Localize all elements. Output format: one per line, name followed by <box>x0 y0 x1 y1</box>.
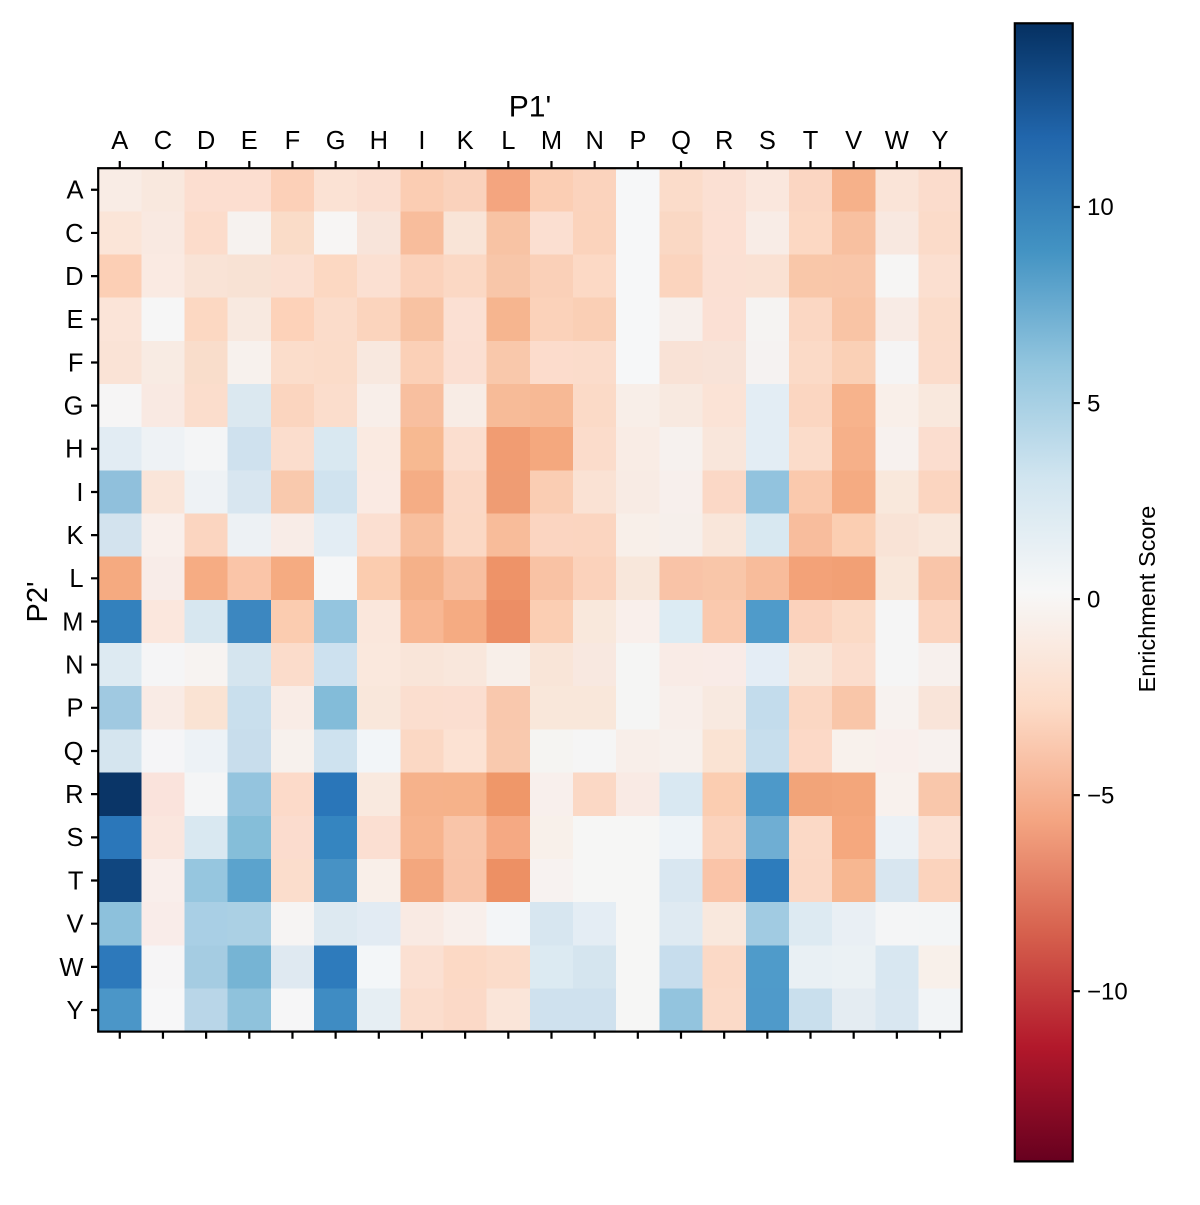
svg-text:A: A <box>111 127 128 155</box>
svg-text:D: D <box>197 127 215 155</box>
svg-text:S: S <box>759 127 776 155</box>
svg-text:C: C <box>154 127 172 155</box>
svg-text:H: H <box>370 127 388 155</box>
svg-text:M: M <box>541 127 562 155</box>
svg-text:N: N <box>585 127 603 155</box>
svg-text:Q: Q <box>64 738 84 766</box>
svg-text:H: H <box>65 436 83 464</box>
svg-text:10: 10 <box>1087 194 1114 221</box>
svg-text:P1': P1' <box>509 91 551 124</box>
svg-text:T: T <box>803 127 819 155</box>
svg-text:L: L <box>69 565 83 593</box>
svg-text:F: F <box>68 349 84 377</box>
svg-text:Y: Y <box>66 997 83 1025</box>
svg-text:A: A <box>66 177 83 205</box>
svg-text:P: P <box>66 695 83 723</box>
svg-text:Y: Y <box>932 127 949 155</box>
svg-text:G: G <box>326 127 346 155</box>
svg-text:Enrichment Score: Enrichment Score <box>1134 506 1160 693</box>
svg-text:K: K <box>66 522 83 550</box>
svg-text:−10: −10 <box>1087 978 1128 1005</box>
svg-text:I: I <box>418 127 425 155</box>
svg-text:L: L <box>501 127 515 155</box>
svg-text:K: K <box>457 127 474 155</box>
svg-text:N: N <box>65 652 83 680</box>
svg-text:T: T <box>68 867 84 895</box>
svg-text:D: D <box>65 263 83 291</box>
svg-text:R: R <box>65 781 83 809</box>
svg-text:−5: −5 <box>1087 782 1114 809</box>
svg-text:E: E <box>241 127 258 155</box>
svg-text:V: V <box>66 911 83 939</box>
svg-text:E: E <box>66 306 83 334</box>
svg-text:M: M <box>62 608 83 636</box>
svg-text:P2': P2' <box>22 581 54 622</box>
svg-text:I: I <box>76 479 83 507</box>
svg-text:0: 0 <box>1087 586 1100 613</box>
svg-text:R: R <box>715 127 733 155</box>
svg-text:F: F <box>285 127 301 155</box>
svg-text:Q: Q <box>671 127 691 155</box>
svg-text:S: S <box>66 824 83 852</box>
svg-text:P: P <box>629 127 646 155</box>
svg-text:5: 5 <box>1087 390 1100 417</box>
svg-text:W: W <box>59 954 83 982</box>
svg-text:C: C <box>65 220 83 248</box>
svg-text:G: G <box>64 393 84 421</box>
svg-text:V: V <box>845 127 862 155</box>
svg-text:W: W <box>885 127 909 155</box>
